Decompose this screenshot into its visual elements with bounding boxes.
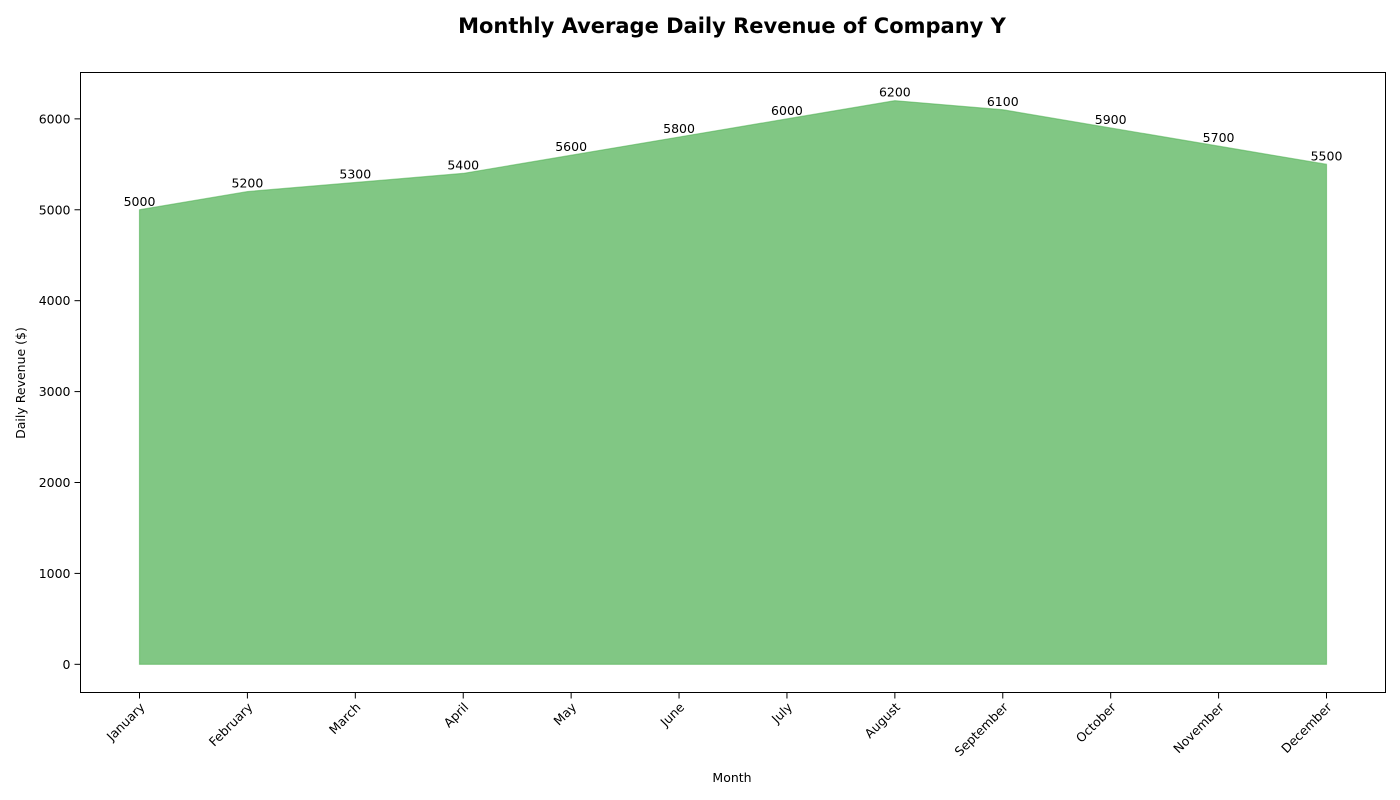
y-tick-label: 6000: [39, 111, 71, 126]
y-tick-label: 5000: [39, 202, 71, 217]
data-label: 5700: [1203, 130, 1235, 145]
y-tick-label: 2000: [39, 475, 71, 490]
data-label: 5800: [663, 121, 695, 136]
x-tick-label: December: [1278, 699, 1335, 756]
data-label: 6200: [879, 85, 911, 100]
y-tick-label: 0: [63, 657, 71, 672]
x-axis-label: Month: [712, 770, 751, 785]
y-tick-label: 3000: [39, 384, 71, 399]
data-label: 6100: [987, 94, 1019, 109]
x-tick-label: September: [951, 699, 1011, 759]
x-tick-label: April: [441, 700, 472, 731]
y-axis-label: Daily Revenue ($): [13, 327, 28, 439]
x-tick-label: January: [103, 699, 148, 744]
x-tick-label: November: [1170, 699, 1227, 756]
data-label: 5400: [447, 157, 479, 172]
plot-area: [138, 100, 1328, 665]
x-tick-label: May: [550, 699, 579, 728]
y-axis: 0 1000 2000 3000 4000 5000 6000: [39, 111, 81, 672]
x-tick-label: February: [206, 699, 256, 749]
x-tick-label: March: [326, 700, 364, 738]
data-label: 5900: [1095, 112, 1127, 127]
x-axis: January February March April May June July Augu…: [103, 692, 1335, 759]
plot-frame: [80, 72, 1386, 693]
x-tick-label: July: [768, 699, 796, 727]
data-labels: 5000 5200 5300 5400 5600 5800 6000 6200 6100 5900…: [124, 85, 1343, 209]
x-tick-label: October: [1073, 699, 1120, 746]
chart-title: Monthly Average Daily Revenue of Company…: [458, 14, 1007, 38]
x-tick-label: August: [861, 699, 903, 741]
y-tick-label: 4000: [39, 293, 71, 308]
x-tick-label: June: [657, 699, 688, 730]
data-label: 5000: [124, 194, 156, 209]
area-series-fill: [138, 100, 1328, 665]
data-label: 6000: [771, 103, 803, 118]
data-label: 5300: [339, 167, 371, 182]
y-tick-label: 1000: [39, 566, 71, 581]
data-label: 5600: [555, 139, 587, 154]
data-label: 5200: [232, 176, 264, 191]
data-label: 5500: [1311, 148, 1343, 163]
